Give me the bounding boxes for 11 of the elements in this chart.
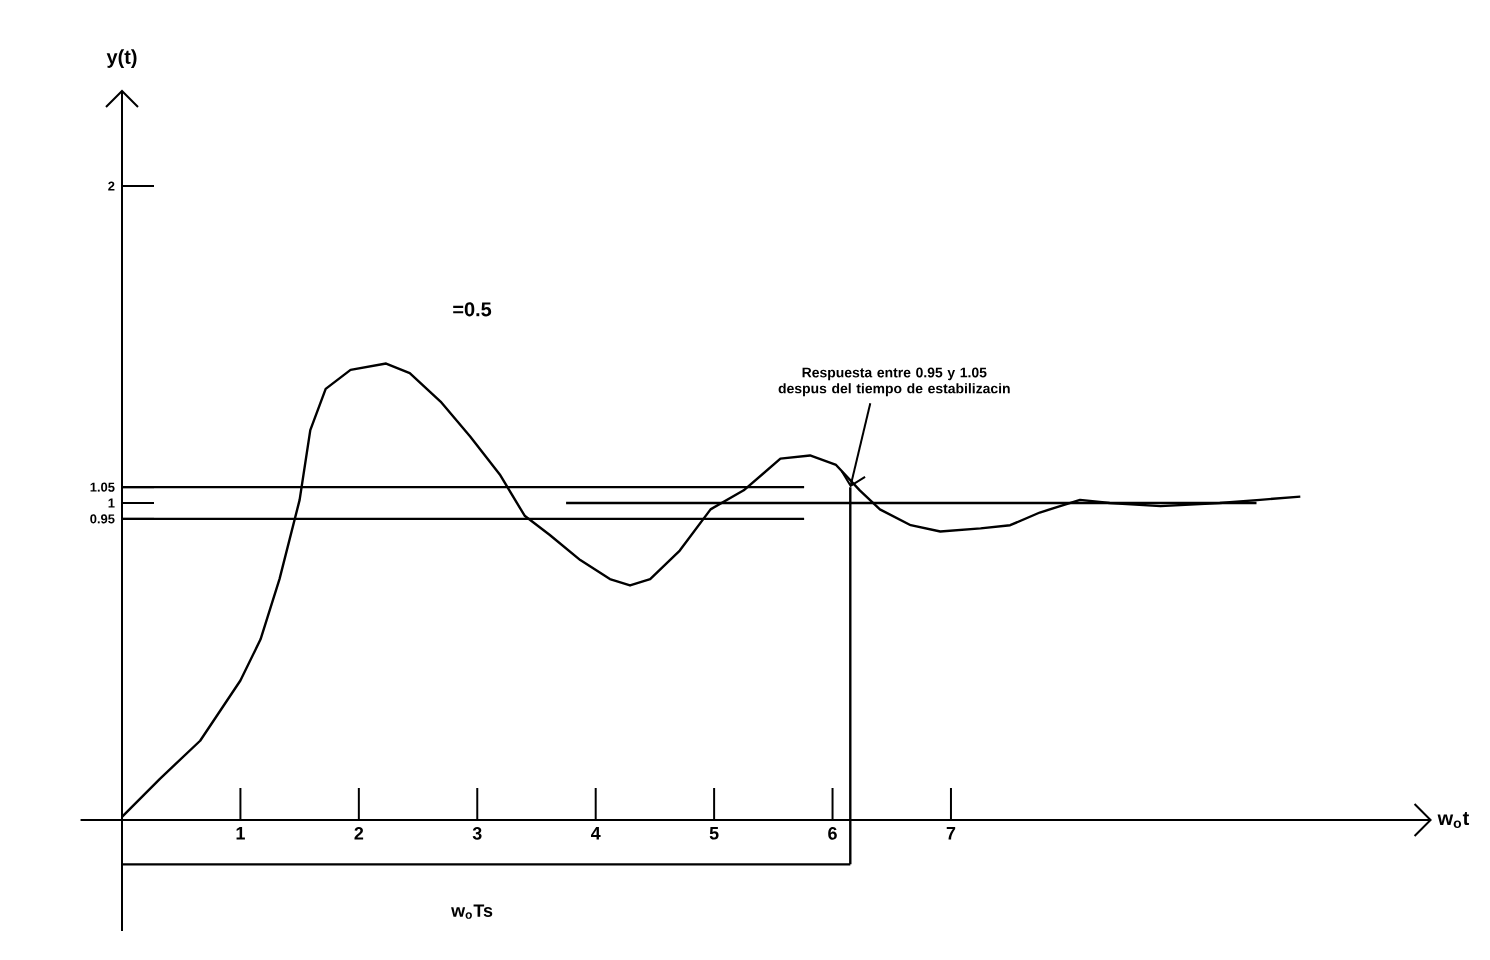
x-tick-label: 1	[236, 827, 245, 840]
x-axis-title: w$_{o}$t	[1437, 811, 1470, 829]
annotation: =0.5	[453, 302, 492, 317]
x-tick-label: 5	[709, 827, 719, 840]
y-axis-title: y(t)	[106, 49, 137, 68]
x-tick-label: 6	[828, 827, 837, 840]
x-tick-label: 7	[946, 827, 956, 840]
x-tick-label: 4	[590, 827, 601, 840]
x-tick-label: 2	[354, 827, 364, 840]
x-tick-label: 3	[472, 827, 482, 840]
annotation: w$_{o}$Ts	[451, 904, 493, 919]
